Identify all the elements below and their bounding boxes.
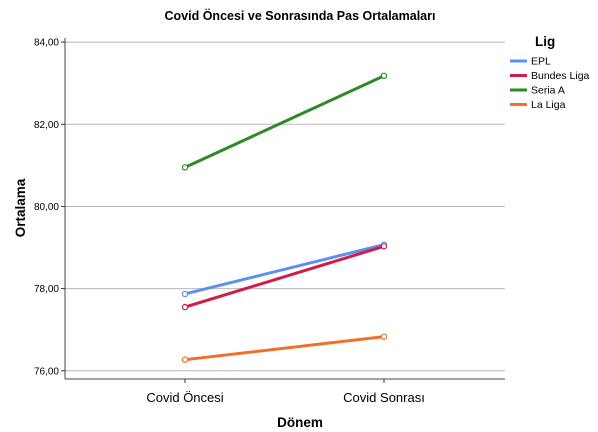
- y-tick-label: 82,00: [34, 120, 59, 131]
- x-tick-label: Covid Öncesi: [146, 390, 223, 405]
- legend-entry-label: Bundes Liga: [531, 70, 590, 82]
- data-point-bundes-liga: [181, 303, 189, 311]
- y-tick-label: 76,00: [34, 366, 59, 377]
- series-lines: [181, 72, 388, 363]
- chart-title: Covid Öncesi ve Sonrasında Pas Ortalamal…: [165, 8, 436, 23]
- legend-entry-label: Seria A: [531, 85, 565, 97]
- legend: Lig EPL Bundes Liga Seria A La Liga: [510, 34, 590, 111]
- y-axis-label: Ortalama: [13, 178, 28, 237]
- legend-entry-label: EPL: [531, 56, 551, 68]
- legend-entry-label: La Liga: [531, 99, 566, 111]
- series-line-seria-a: [183, 74, 386, 169]
- data-point-epl: [181, 290, 189, 298]
- series-line-la-liga: [183, 335, 386, 362]
- data-point-seria-a: [181, 164, 189, 171]
- axes: [64, 38, 505, 380]
- y-tick-label: 78,00: [34, 284, 59, 295]
- series-line-bundes-liga: [183, 244, 386, 309]
- series-line-epl: [183, 243, 386, 296]
- y-axis-ticks: 76,00 78,00 80,00 82,00 84,00: [34, 38, 65, 377]
- x-tick-label: Covid Sonrası: [343, 390, 425, 405]
- x-axis-label: Dönem: [277, 415, 323, 430]
- legend-title: Lig: [535, 34, 555, 49]
- y-tick-label: 84,00: [34, 38, 59, 49]
- data-point-la-liga: [181, 356, 189, 363]
- gridlines: [65, 41, 505, 372]
- data-point-seria-a: [380, 72, 388, 79]
- x-axis-ticks: Covid Öncesi Covid Sonrası: [146, 379, 425, 405]
- data-point-bundes-liga: [380, 243, 388, 250]
- y-tick-label: 80,00: [34, 202, 59, 213]
- data-point-la-liga: [380, 333, 388, 340]
